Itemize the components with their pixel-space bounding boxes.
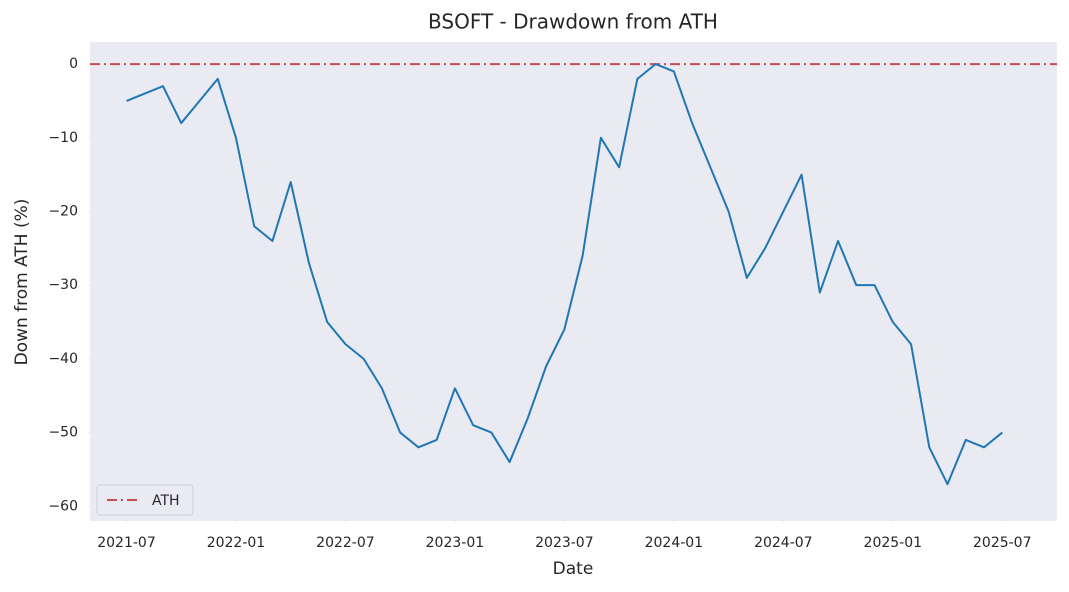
y-tick-label: −50 <box>48 425 78 441</box>
y-tick-label: −60 <box>48 498 78 514</box>
x-tick-label: 2024-07 <box>754 535 813 551</box>
y-axis-label: Down from ATH (%) <box>12 199 32 366</box>
x-tick-label: 2021-07 <box>97 535 156 551</box>
y-tick-label: −10 <box>48 130 78 146</box>
y-tick-label: −40 <box>48 351 78 367</box>
y-tick-label: −20 <box>48 203 78 219</box>
y-tick-label: 0 <box>69 56 78 72</box>
x-tick-label: 2022-01 <box>207 535 266 551</box>
x-tick-label: 2025-07 <box>973 535 1032 551</box>
x-axis-label: Date <box>553 559 594 579</box>
x-tick-label: 2025-01 <box>864 535 923 551</box>
drawdown-line <box>126 63 1003 486</box>
plot-area <box>90 42 1057 521</box>
legend-label: ATH <box>152 493 180 509</box>
legend-box <box>96 484 194 516</box>
y-tick-label: −30 <box>48 277 78 293</box>
x-tick-label: 2022-07 <box>316 535 375 551</box>
x-tick-label: 2023-07 <box>535 535 594 551</box>
x-tick-label: 2023-01 <box>426 535 485 551</box>
chart-title: BSOFT - Drawdown from ATH <box>428 10 718 34</box>
x-tick-label: 2024-01 <box>645 535 704 551</box>
